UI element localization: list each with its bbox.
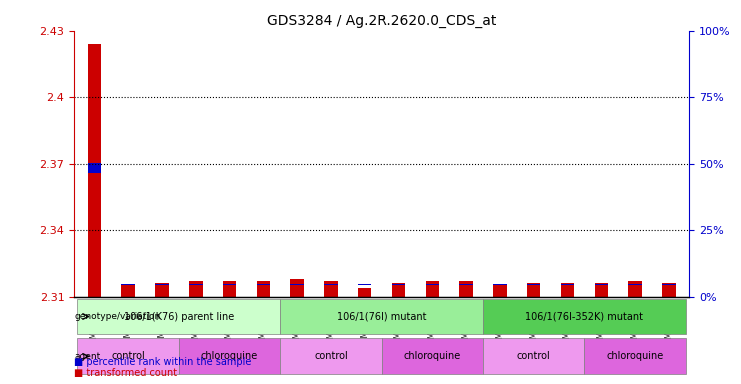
Bar	[87, 163, 101, 172]
Text: genotype/variation: genotype/variation	[75, 312, 161, 321]
Bar	[628, 281, 642, 296]
FancyBboxPatch shape	[585, 338, 685, 374]
Bar	[425, 281, 439, 296]
Bar	[87, 44, 101, 296]
Bar	[493, 285, 507, 296]
Bar	[256, 281, 270, 296]
Bar	[290, 279, 304, 296]
Bar	[662, 283, 676, 296]
Text: 106/1(K76) parent line: 106/1(K76) parent line	[124, 311, 234, 321]
Bar	[561, 283, 574, 296]
FancyBboxPatch shape	[382, 338, 483, 374]
Text: control: control	[516, 351, 551, 361]
Bar	[189, 281, 202, 296]
Text: chloroquine: chloroquine	[606, 351, 664, 361]
FancyBboxPatch shape	[280, 299, 483, 334]
FancyBboxPatch shape	[78, 338, 179, 374]
FancyBboxPatch shape	[483, 299, 685, 334]
Text: 106/1(76I-352K) mutant: 106/1(76I-352K) mutant	[525, 311, 643, 321]
Bar	[527, 283, 540, 296]
Text: control: control	[314, 351, 348, 361]
Bar	[594, 283, 608, 296]
Text: ■ percentile rank within the sample: ■ percentile rank within the sample	[74, 358, 251, 367]
FancyBboxPatch shape	[280, 338, 382, 374]
Text: agent: agent	[75, 352, 101, 361]
FancyBboxPatch shape	[179, 338, 280, 374]
Text: ■ transformed count: ■ transformed count	[74, 368, 177, 378]
Bar	[223, 281, 236, 296]
Bar	[155, 283, 169, 296]
Bar	[122, 285, 135, 296]
Title: GDS3284 / Ag.2R.2620.0_CDS_at: GDS3284 / Ag.2R.2620.0_CDS_at	[267, 14, 496, 28]
Bar	[459, 281, 473, 296]
FancyBboxPatch shape	[483, 338, 585, 374]
Text: control: control	[111, 351, 145, 361]
Text: chloroquine: chloroquine	[404, 351, 461, 361]
FancyBboxPatch shape	[78, 299, 280, 334]
Bar	[324, 281, 338, 296]
Bar	[358, 288, 371, 296]
Text: chloroquine: chloroquine	[201, 351, 258, 361]
Bar	[392, 283, 405, 296]
Text: 106/1(76I) mutant: 106/1(76I) mutant	[337, 311, 426, 321]
